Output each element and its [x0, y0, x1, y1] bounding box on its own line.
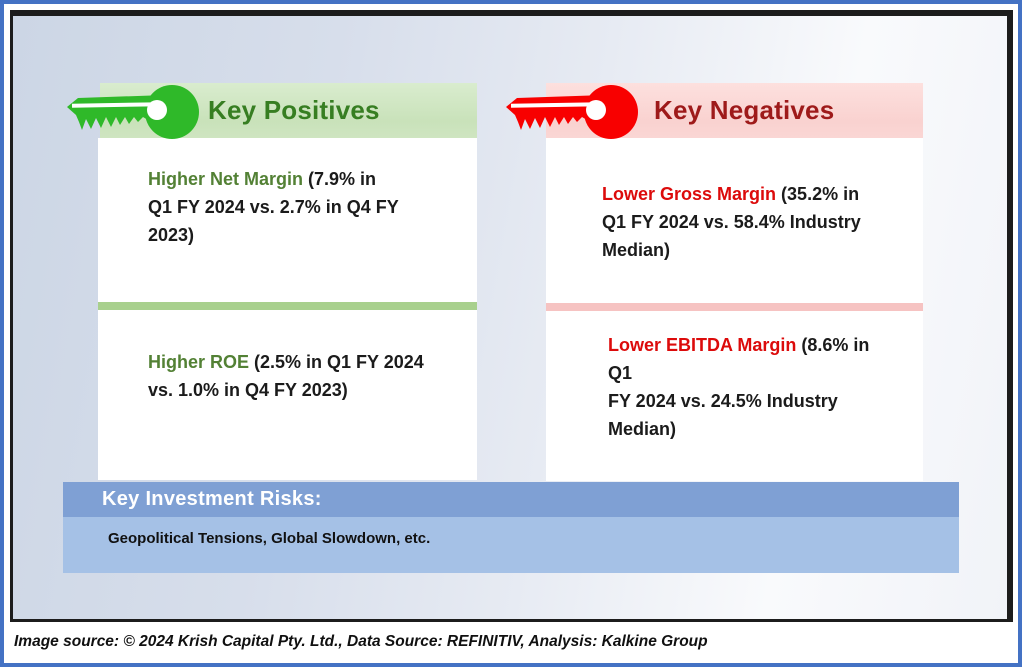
green-divider — [98, 302, 477, 310]
content-frame: Key Positives Higher Net Margin (7.9% in… — [10, 10, 1013, 622]
positive-card-net-margin: Higher Net Margin (7.9% in Q1 FY 2024 vs… — [98, 138, 477, 302]
positive-text: Higher ROE (2.5% in Q1 FY 2024 vs. 1.0% … — [148, 348, 427, 404]
key-investment-risks-banner: Key Investment Risks: Geopolitical Tensi… — [63, 482, 959, 573]
positive-detail: (2.5% in Q1 FY 2024 vs. 1.0% in Q4 FY 20… — [148, 352, 424, 400]
risk-title: Key Investment Risks: — [102, 488, 322, 510]
key-positives-title: Key Positives — [208, 95, 380, 125]
positive-highlight: Higher Net Margin — [148, 169, 304, 189]
footer-source-text: Image source: © 2024 Krish Capital Pty. … — [14, 633, 708, 650]
risk-body: Geopolitical Tensions, Global Slowdown, … — [108, 530, 431, 547]
negative-highlight: Lower EBITDA Margin — [608, 335, 797, 355]
positive-card-roe: Higher ROE (2.5% in Q1 FY 2024 vs. 1.0% … — [98, 310, 477, 480]
positive-text: Higher Net Margin (7.9% in Q1 FY 2024 vs… — [148, 165, 427, 249]
positive-highlight: Higher ROE — [148, 352, 250, 372]
positive-detail: (7.9% in Q1 FY 2024 vs. 2.7% in Q4 FY 20… — [148, 169, 399, 245]
negative-text: Lower Gross Margin (35.2% in Q1 FY 2024 … — [602, 180, 871, 264]
negative-text: Lower EBITDA Margin (8.6% in Q1 FY 2024 … — [608, 331, 875, 443]
green-key-icon — [67, 85, 199, 139]
pink-divider — [546, 303, 923, 311]
risk-title-band: Key Investment Risks: — [63, 482, 959, 517]
risk-body-band: Geopolitical Tensions, Global Slowdown, … — [63, 517, 959, 573]
footer-credits: Image source: © 2024 Krish Capital Pty. … — [4, 622, 1018, 663]
negative-detail: (8.6% in Q1 FY 2024 vs. 24.5% Industry M… — [608, 335, 870, 439]
key-negatives-title: Key Negatives — [654, 95, 835, 125]
negative-detail: (35.2% in Q1 FY 2024 vs. 58.4% Industry … — [602, 184, 861, 260]
negative-highlight: Lower Gross Margin — [602, 184, 777, 204]
negative-card-gross-margin: Lower Gross Margin (35.2% in Q1 FY 2024 … — [546, 138, 923, 303]
red-key-icon — [506, 85, 638, 139]
negative-card-ebitda-margin: Lower EBITDA Margin (8.6% in Q1 FY 2024 … — [546, 311, 923, 481]
